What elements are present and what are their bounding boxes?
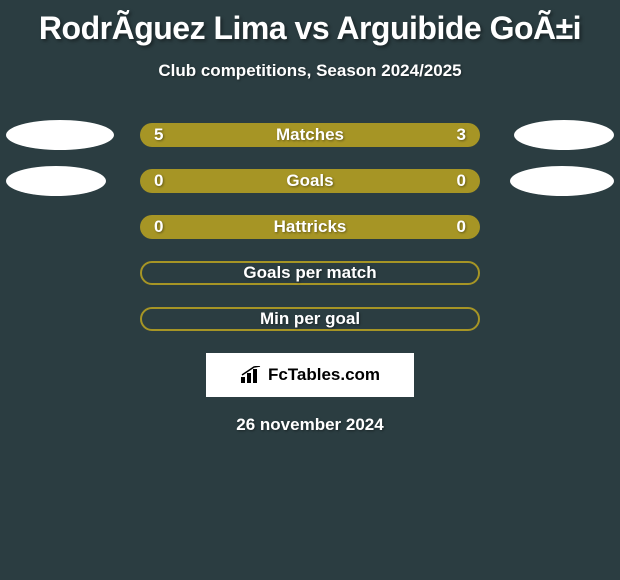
comparison-title: RodrÃ­guez Lima vs Arguibide GoÃ±i — [0, 10, 620, 47]
stat-bar: Goals per match — [140, 261, 480, 285]
stat-label: Goals — [286, 171, 333, 191]
bar-chart-icon — [240, 366, 262, 384]
comparison-subtitle: Club competitions, Season 2024/2025 — [0, 61, 620, 81]
stat-label: Goals per match — [243, 263, 376, 283]
stat-row-gpm: Goals per match — [0, 261, 620, 285]
stat-bar: Min per goal — [140, 307, 480, 331]
stat-bar: 0 Hattricks 0 — [140, 215, 480, 239]
right-value: 0 — [457, 171, 466, 191]
stat-row-hattricks: 0 Hattricks 0 — [0, 215, 620, 239]
right-value: 3 — [457, 125, 466, 145]
stat-label: Min per goal — [260, 309, 360, 329]
stat-row-matches: 5 Matches 3 — [0, 123, 620, 147]
left-ellipse — [6, 120, 114, 150]
comparison-rows: 5 Matches 3 0 Goals 0 0 Hattricks 0 Goals per mat… — [0, 123, 620, 331]
stat-row-goals: 0 Goals 0 — [0, 169, 620, 193]
left-ellipse — [6, 166, 106, 196]
right-ellipse — [514, 120, 614, 150]
right-ellipse — [510, 166, 614, 196]
left-value: 5 — [154, 125, 163, 145]
fctables-logo: FcTables.com — [206, 353, 414, 397]
stat-row-mpg: Min per goal — [0, 307, 620, 331]
stat-label: Hattricks — [274, 217, 347, 237]
left-value: 0 — [154, 171, 163, 191]
stat-bar: 0 Goals 0 — [140, 169, 480, 193]
stat-bar: 5 Matches 3 — [140, 123, 480, 147]
stat-label: Matches — [276, 125, 344, 145]
left-value: 0 — [154, 217, 163, 237]
logo-text: FcTables.com — [268, 365, 380, 385]
snapshot-date: 26 november 2024 — [0, 415, 620, 435]
right-value: 0 — [457, 217, 466, 237]
